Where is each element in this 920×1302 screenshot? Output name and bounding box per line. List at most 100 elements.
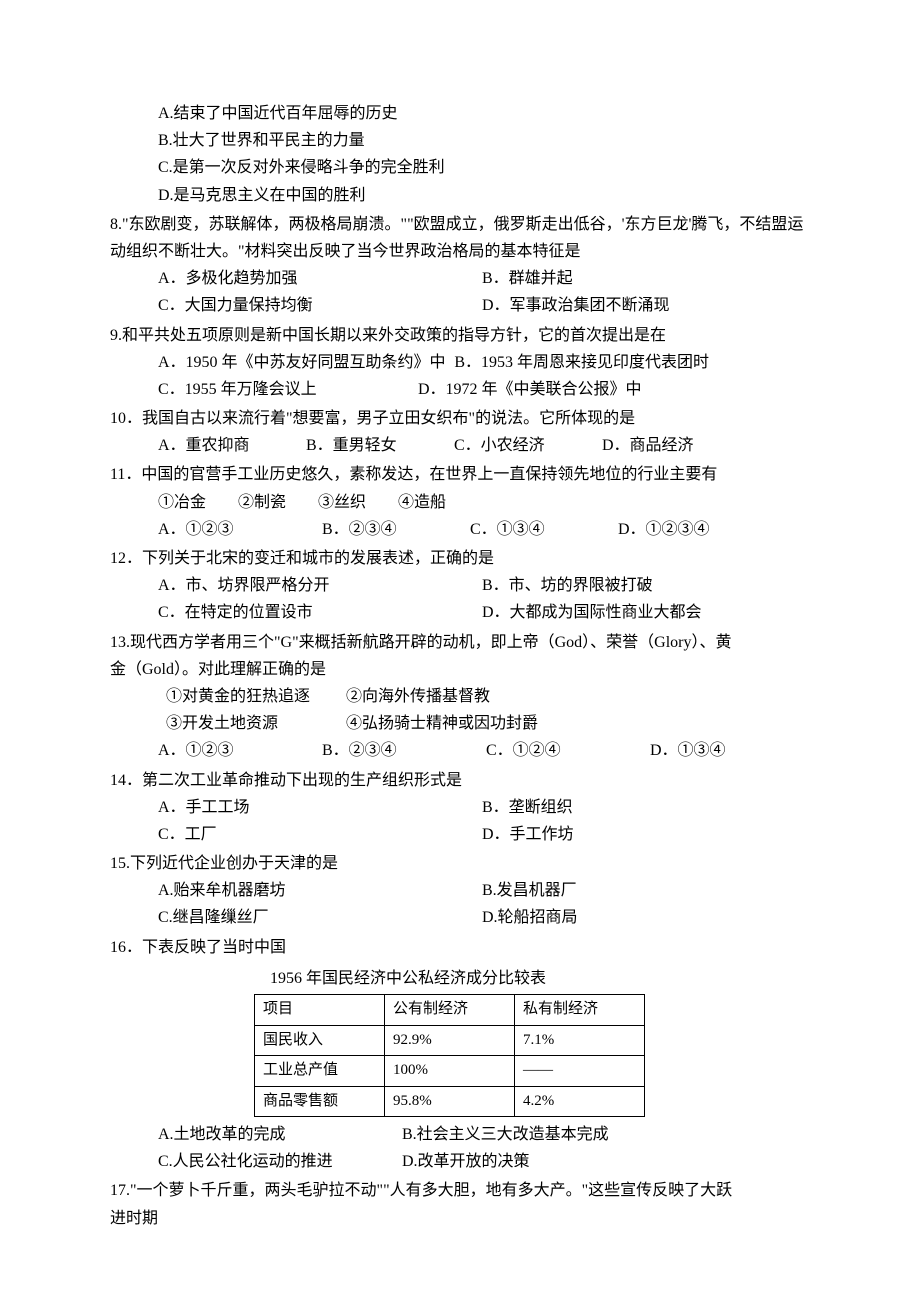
question-9: 9.和平共处五项原则是新中国长期以来外交政策的指导方针，它的首次提出是在 A．1… bbox=[110, 322, 810, 404]
option-c: C．①③④ bbox=[470, 516, 614, 543]
item-4: ④弘扬骑士精神或因功封爵 bbox=[346, 715, 538, 732]
option-c: C.继昌隆缫丝厂 bbox=[158, 904, 478, 931]
option-b: B．重男轻女 bbox=[306, 432, 450, 459]
question-12: 12．下列关于北宋的变迁和城市的发展表述，正确的是 A．市、坊界限严格分开 B．… bbox=[110, 545, 810, 627]
option-c: C.人民公社化运动的推进 bbox=[158, 1148, 398, 1175]
options-row-2: C．大国力量保持均衡 D．军事政治集团不断涌现 bbox=[110, 292, 810, 319]
option-d: D．①②③④ bbox=[618, 516, 710, 543]
question-text: 9.和平共处五项原则是新中国长期以来外交政策的指导方针，它的首次提出是在 bbox=[110, 322, 810, 349]
question-text: 8."东欧剧变，苏联解体，两极格局崩溃。""欧盟成立，俄罗斯走出低谷，'东方巨龙… bbox=[110, 211, 810, 265]
option-b: B.社会主义三大改造基本完成 bbox=[402, 1126, 609, 1143]
table-caption: 1956 年国民经济中公私经济成分比较表 bbox=[110, 965, 810, 992]
option-d: D.轮船招商局 bbox=[482, 904, 578, 931]
options-row-1: A.土地改革的完成 B.社会主义三大改造基本完成 bbox=[110, 1121, 810, 1148]
option-a: A．手工工场 bbox=[158, 794, 478, 821]
option-d: D.改革开放的决策 bbox=[402, 1153, 530, 1170]
question-14: 14．第二次工业革命推动下出现的生产组织形式是 A．手工工场 B．垄断组织 C．… bbox=[110, 767, 810, 849]
option-d: D．1972 年《中美联合公报》中 bbox=[418, 381, 642, 398]
table-cell: 4.2% bbox=[515, 1086, 645, 1117]
question-text-line2: 进时期 bbox=[110, 1205, 810, 1232]
option-d: D．大都成为国际性商业大都会 bbox=[482, 599, 702, 626]
option-a: A．1950 年《中苏友好同盟互助条约》中 bbox=[158, 354, 446, 371]
items-row-1: ①对黄金的狂热追逐 ②向海外传播基督教 bbox=[110, 683, 810, 710]
question-text: 14．第二次工业革命推动下出现的生产组织形式是 bbox=[110, 767, 810, 794]
option-c: C．工厂 bbox=[158, 821, 478, 848]
options-row-2: C．在特定的位置设市 D．大都成为国际性商业大都会 bbox=[110, 599, 810, 626]
options-row-1: A．1950 年《中苏友好同盟互助条约》中 B．1953 年周恩来接见印度代表团… bbox=[110, 349, 810, 376]
question-text: 16．下表反映了当时中国 bbox=[110, 934, 810, 961]
option-a: A．①②③ bbox=[158, 516, 318, 543]
option-c: C．在特定的位置设市 bbox=[158, 599, 478, 626]
option-b: B．②③④ bbox=[322, 516, 466, 543]
options-row-1: A．多极化趋势加强 B．群雄并起 bbox=[110, 265, 810, 292]
header-cell: 公有制经济 bbox=[385, 995, 515, 1026]
item-1: ①对黄金的狂热追逐 bbox=[166, 683, 342, 710]
table-cell: 95.8% bbox=[385, 1086, 515, 1117]
option-c: C．1955 年万隆会议上 bbox=[158, 376, 414, 403]
option-c: C．①②④ bbox=[486, 737, 646, 764]
question-11: 11．中国的官营手工业历史悠久，素称发达，在世界上一直保持领先地位的行业主要有 … bbox=[110, 461, 810, 543]
table-row: 商品零售额 95.8% 4.2% bbox=[255, 1086, 645, 1117]
option-a: A．①②③ bbox=[158, 737, 318, 764]
table-row: 国民收入 92.9% 7.1% bbox=[255, 1025, 645, 1056]
table-cell: —— bbox=[515, 1056, 645, 1087]
option-a: A．多极化趋势加强 bbox=[158, 265, 478, 292]
option-b: B．市、坊的界限被打破 bbox=[482, 572, 653, 599]
table-cell: 100% bbox=[385, 1056, 515, 1087]
option-d: D．①③④ bbox=[650, 737, 726, 764]
question-13: 13.现代西方学者用三个"G"来概括新航路开辟的动机，即上帝（God）、荣誉（G… bbox=[110, 629, 810, 765]
options-row: A．①②③ B．②③④ C．①③④ D．①②③④ bbox=[110, 516, 810, 543]
option-b: B．1953 年周恩来接见印度代表团时 bbox=[454, 354, 709, 371]
option-d: D．手工作坊 bbox=[482, 821, 574, 848]
question-15: 15.下列近代企业创办于天津的是 A.贻来牟机器磨坊 B.发昌机器厂 C.继昌隆… bbox=[110, 850, 810, 932]
table-cell: 商品零售额 bbox=[255, 1086, 385, 1117]
question-17: 17."一个萝卜千斤重，两头毛驴拉不动""人有多大胆，地有多大产。"这些宣传反映… bbox=[110, 1177, 810, 1231]
item-list: ①冶金 ②制瓷 ③丝织 ④造船 bbox=[110, 489, 810, 516]
options-row: A．重农抑商 B．重男轻女 C．小农经济 D．商品经济 bbox=[110, 432, 810, 459]
header-cell: 项目 bbox=[255, 995, 385, 1026]
question-10: 10．我国自古以来流行着"想要富，男子立田女织布"的说法。它所体现的是 A．重农… bbox=[110, 405, 810, 459]
question-16: 16．下表反映了当时中国 1956 年国民经济中公私经济成分比较表 项目 公有制… bbox=[110, 934, 810, 1176]
table-cell: 工业总产值 bbox=[255, 1056, 385, 1087]
item-3: ③开发土地资源 bbox=[166, 710, 342, 737]
question-text: 12．下列关于北宋的变迁和城市的发展表述，正确的是 bbox=[110, 545, 810, 572]
table-cell: 7.1% bbox=[515, 1025, 645, 1056]
option-b: B．群雄并起 bbox=[482, 265, 573, 292]
header-cell: 私有制经济 bbox=[515, 995, 645, 1026]
option-d: D．军事政治集团不断涌现 bbox=[482, 292, 670, 319]
options-row-2: C．1955 年万隆会议上 D．1972 年《中美联合公报》中 bbox=[110, 376, 810, 403]
options-row-2: C.继昌隆缫丝厂 D.轮船招商局 bbox=[110, 904, 810, 931]
option-a: A.结束了中国近代百年屈辱的历史 bbox=[110, 100, 810, 127]
options-row-1: A．手工工场 B．垄断组织 bbox=[110, 794, 810, 821]
question-8: 8."东欧剧变，苏联解体，两极格局崩溃。""欧盟成立，俄罗斯走出低谷，'东方巨龙… bbox=[110, 211, 810, 320]
option-b: B.壮大了世界和平民主的力量 bbox=[110, 127, 810, 154]
question-text-line1: 13.现代西方学者用三个"G"来概括新航路开辟的动机，即上帝（God）、荣誉（G… bbox=[110, 629, 810, 656]
question-text: 15.下列近代企业创办于天津的是 bbox=[110, 850, 810, 877]
economy-table: 项目 公有制经济 私有制经济 国民收入 92.9% 7.1% 工业总产值 100… bbox=[254, 994, 645, 1117]
option-a: A.贻来牟机器磨坊 bbox=[158, 877, 478, 904]
table-cell: 国民收入 bbox=[255, 1025, 385, 1056]
option-b: B．垄断组织 bbox=[482, 794, 573, 821]
items-row-2: ③开发土地资源 ④弘扬骑士精神或因功封爵 bbox=[110, 710, 810, 737]
option-c: C.是第一次反对外来侵略斗争的完全胜利 bbox=[110, 154, 810, 181]
table-row: 工业总产值 100% —— bbox=[255, 1056, 645, 1087]
question-text-line2: 金（Gold）。对此理解正确的是 bbox=[110, 656, 810, 683]
question-text: 10．我国自古以来流行着"想要富，男子立田女织布"的说法。它所体现的是 bbox=[110, 405, 810, 432]
option-d: D.是马克思主义在中国的胜利 bbox=[110, 182, 810, 209]
option-a: A.土地改革的完成 bbox=[158, 1121, 398, 1148]
option-b: B．②③④ bbox=[322, 737, 482, 764]
option-a: A．市、坊界限严格分开 bbox=[158, 572, 478, 599]
table-cell: 92.9% bbox=[385, 1025, 515, 1056]
option-b: B.发昌机器厂 bbox=[482, 877, 577, 904]
option-c: C．小农经济 bbox=[454, 432, 598, 459]
question-text-line1: 17."一个萝卜千斤重，两头毛驴拉不动""人有多大胆，地有多大产。"这些宣传反映… bbox=[110, 1177, 810, 1204]
options-row-1: A．市、坊界限严格分开 B．市、坊的界限被打破 bbox=[110, 572, 810, 599]
option-a: A．重农抑商 bbox=[158, 432, 302, 459]
question-text: 11．中国的官营手工业历史悠久，素称发达，在世界上一直保持领先地位的行业主要有 bbox=[110, 461, 810, 488]
options-row-1: A.贻来牟机器磨坊 B.发昌机器厂 bbox=[110, 877, 810, 904]
item-2: ②向海外传播基督教 bbox=[346, 688, 490, 705]
option-d: D．商品经济 bbox=[602, 432, 694, 459]
options-row-2: C．工厂 D．手工作坊 bbox=[110, 821, 810, 848]
table-header-row: 项目 公有制经济 私有制经济 bbox=[255, 995, 645, 1026]
options-row-2: C.人民公社化运动的推进 D.改革开放的决策 bbox=[110, 1148, 810, 1175]
